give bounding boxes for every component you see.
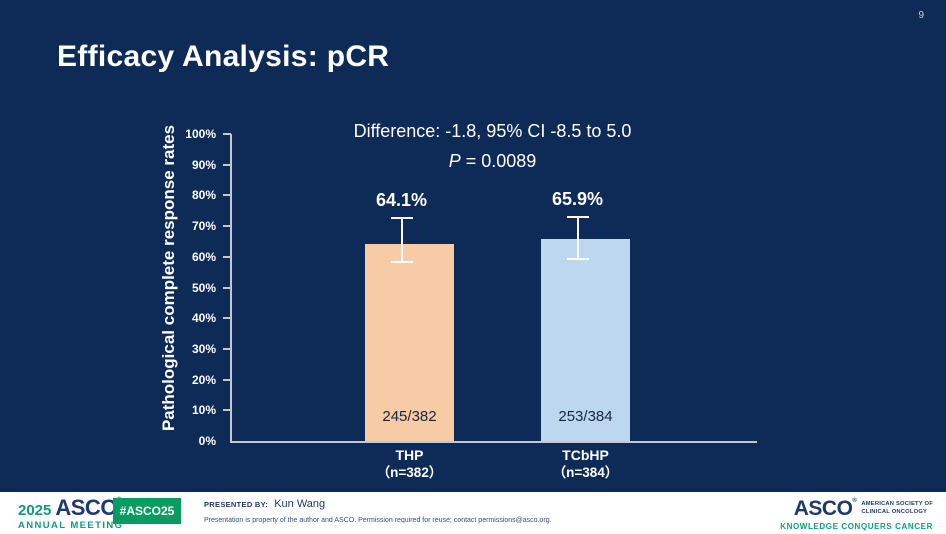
y-tick-mark <box>223 286 231 289</box>
meeting-brand: ASCO® <box>55 497 121 519</box>
disclaimer-text: Presentation is property of the author a… <box>204 517 552 524</box>
error-bar <box>576 216 579 259</box>
page-title: Efficacy Analysis: pCR <box>57 40 390 73</box>
presenter-name: Kun Wang <box>274 498 326 510</box>
y-tick-mark <box>223 378 231 381</box>
bar-fraction-label: 245/382 <box>382 408 437 425</box>
y-tick-label: 40% <box>191 311 216 326</box>
bar-thp <box>365 244 454 441</box>
chart-annotation: Difference: -1.8, 95% CI -8.5 to 5.0 P =… <box>230 121 755 172</box>
meeting-subtitle: ANNUAL MEETING <box>18 520 124 531</box>
y-tick-label: 0% <box>198 434 216 448</box>
bar-value-label: 65.9% <box>551 188 604 209</box>
presenter-block: PRESENTED BY: Kun Wang Presentation is p… <box>204 498 552 524</box>
y-tick-label: 60% <box>191 249 216 264</box>
registered-mark-icon: ® <box>852 498 857 504</box>
error-bar-cap <box>566 215 589 218</box>
y-tick-mark <box>223 225 231 228</box>
category-label-tcbhp: TCbHP （n=384） <box>552 447 619 480</box>
y-tick-label: 90% <box>191 157 216 172</box>
difference-text: Difference: -1.8, 95% CI -8.5 to 5.0 <box>353 121 632 141</box>
p-symbol: P <box>448 151 461 171</box>
society-name: AMERICAN SOCIETY OF CLINICAL ONCOLOGY <box>861 501 933 515</box>
y-tick-label: 20% <box>191 372 216 387</box>
y-tick-mark <box>223 133 231 135</box>
y-tick-label: 80% <box>191 188 216 203</box>
y-tick-mark <box>223 163 231 166</box>
y-tick-label: 10% <box>191 403 216 418</box>
page-number: 9 <box>918 10 924 21</box>
y-tick-label: 50% <box>191 280 216 295</box>
p-value-text: P = 0.0089 <box>449 151 537 172</box>
error-bar-cap <box>390 260 413 263</box>
hashtag-badge: #ASCO25 <box>113 498 181 524</box>
asco-wordmark: ASCO® <box>793 497 857 520</box>
error-bar <box>400 218 403 262</box>
y-tick-label: 70% <box>191 219 216 234</box>
y-tick-label: 30% <box>191 341 216 356</box>
asco-society-logo: ASCO® AMERICAN SOCIETY OF CLINICAL ONCOL… <box>780 498 933 531</box>
y-tick-mark <box>223 255 231 258</box>
category-label-thp: THP （n=382） <box>376 447 443 480</box>
y-tick-mark <box>223 347 231 350</box>
error-bar-cap <box>566 257 589 260</box>
bar-value-label: 64.1% <box>375 190 428 211</box>
plot-area: 0% 10% 20% 30% 40% 50% 60% 70% 80% 90% 100% 64.1% 24… <box>185 127 757 480</box>
y-tick-mark <box>223 194 231 197</box>
asco-tagline: KNOWLEDGE CONQUERS CANCER <box>780 522 933 531</box>
footer: 2025 ASCO® ANNUAL MEETING #ASCO25 PRESEN… <box>0 492 946 534</box>
y-tick-mark <box>223 317 231 320</box>
bar-group-thp: 64.1% 245/382 THP （n=382） <box>365 134 454 480</box>
bar-tcbhp <box>541 238 630 441</box>
error-bar-cap <box>390 217 413 220</box>
y-tick-label: 100% <box>185 127 216 141</box>
meeting-year: 2025 <box>18 502 52 519</box>
p-value: = 0.0089 <box>460 151 537 171</box>
y-tick-mark <box>223 409 231 412</box>
bar-fraction-label: 253/384 <box>558 408 613 425</box>
bar-group-tcbhp: 65.9% 253/384 TCbHP （n=384） <box>541 134 630 480</box>
asco-annual-meeting-logo: 2025 ASCO® ANNUAL MEETING <box>18 497 123 531</box>
presented-by-label: PRESENTED BY: <box>204 500 269 509</box>
